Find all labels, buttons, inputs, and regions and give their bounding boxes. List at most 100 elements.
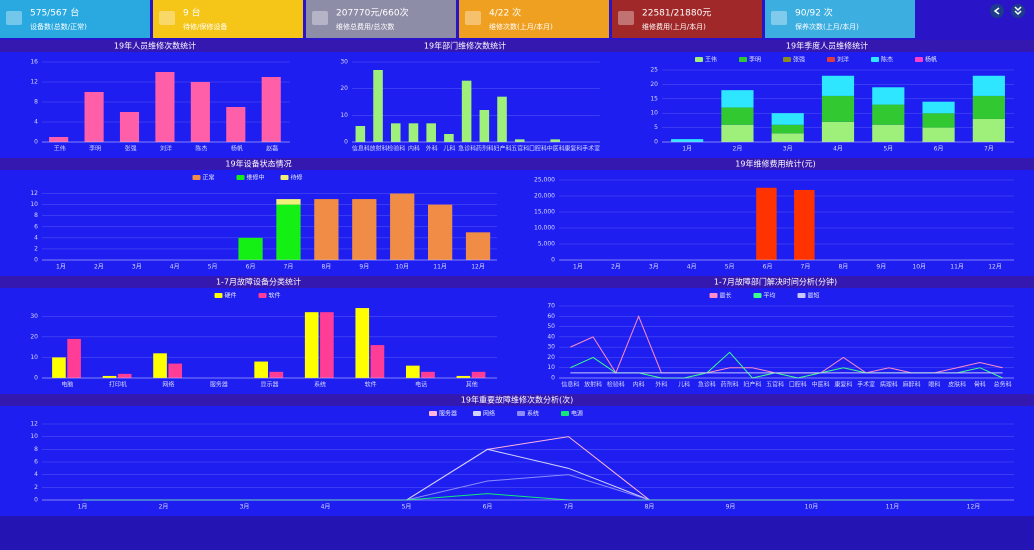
- bar: [514, 139, 525, 142]
- bar: [426, 123, 436, 142]
- bar-segment: [721, 90, 754, 108]
- bar: [471, 371, 486, 378]
- footer-band: [0, 516, 1034, 550]
- x-tick-label: 7月: [564, 504, 574, 511]
- bar: [261, 77, 281, 142]
- x-tick-label: 12月: [471, 264, 485, 271]
- x-tick-label: 5月: [402, 504, 412, 511]
- legend-label: 服务器: [439, 410, 457, 418]
- bar-segment: [721, 124, 754, 142]
- bar-segment: [771, 124, 804, 134]
- card-label: 维修次数(上月/本月): [489, 22, 553, 31]
- x-tick-label: 6月: [246, 264, 256, 271]
- chart-title: 19年设备状态情况: [225, 159, 291, 169]
- x-tick-label: 儿科: [678, 381, 690, 389]
- legend-swatch: [214, 293, 223, 298]
- x-tick-label: 放射科: [370, 145, 388, 153]
- bar-segment: [922, 101, 955, 114]
- x-tick-label: 5月: [725, 264, 735, 271]
- x-tick-label: 妇产科: [743, 381, 761, 389]
- bar: [269, 371, 284, 378]
- y-tick-label: 4: [34, 234, 38, 241]
- x-tick-label: 5月: [883, 146, 893, 153]
- legend-label: 电源: [571, 410, 583, 418]
- card-label: 待修/保修设备: [183, 22, 227, 31]
- x-tick-label: 11月: [886, 504, 900, 511]
- y-tick-label: 6: [34, 459, 38, 466]
- bar: [254, 361, 268, 378]
- y-tick-label: 5,000: [538, 241, 555, 248]
- legend-swatch: [695, 57, 703, 62]
- x-tick-label: 3月: [240, 504, 250, 511]
- card-value: 90/92 次: [795, 7, 833, 19]
- bar: [355, 126, 366, 142]
- x-tick-label: 皮肤科: [948, 381, 966, 389]
- y-tick-label: 0: [34, 375, 38, 382]
- y-tick-label: 8: [34, 212, 38, 219]
- y-tick-label: 0: [551, 257, 555, 264]
- x-tick-label: 电话: [415, 381, 427, 389]
- y-tick-label: 20,000: [534, 193, 555, 200]
- y-tick-label: 10: [30, 433, 38, 440]
- x-tick-label: 康复科: [564, 145, 582, 153]
- bar: [102, 375, 117, 378]
- legend-swatch: [827, 57, 835, 62]
- x-tick-label: 药剂科: [721, 381, 739, 389]
- card-value: 575/567 台: [30, 7, 79, 19]
- legend-label: 系统: [527, 410, 539, 418]
- x-tick-label: 系统: [314, 381, 326, 389]
- legend-label: 陈杰: [881, 56, 893, 64]
- legend-label: 平均: [764, 292, 776, 300]
- y-tick-label: 70: [547, 303, 555, 310]
- bar: [461, 80, 472, 142]
- bar-segment: [352, 199, 377, 260]
- y-tick-label: 10,000: [534, 225, 555, 232]
- bar: [168, 363, 183, 378]
- y-tick-label: 30: [340, 59, 348, 66]
- bar-segment: [671, 139, 704, 142]
- prev-button[interactable]: [990, 4, 1004, 18]
- x-tick-label: 网络: [162, 381, 174, 389]
- bar-segment: [922, 127, 955, 142]
- x-tick-label: 11月: [950, 264, 964, 271]
- legend-swatch: [192, 175, 201, 180]
- x-tick-label: 软件: [365, 381, 377, 389]
- y-tick-label: 20: [340, 85, 348, 92]
- chart-title: 19年维修费用统计(元): [735, 159, 815, 169]
- y-tick-label: 8: [34, 446, 38, 453]
- collapse-icon: [1014, 6, 1022, 16]
- y-tick-label: 30: [30, 313, 38, 320]
- chart-panel: [0, 406, 1034, 516]
- x-tick-label: 6月: [934, 146, 944, 153]
- bar: [84, 92, 104, 142]
- bar-segment: [276, 204, 301, 260]
- bar: [421, 371, 435, 378]
- legend-label: 网络: [483, 410, 495, 418]
- bar-segment: [972, 75, 1005, 96]
- title-strip: [0, 158, 517, 170]
- x-tick-label: 10月: [912, 264, 926, 271]
- x-tick-label: 其他: [466, 381, 478, 389]
- legend-swatch: [753, 293, 762, 298]
- x-tick-label: 11月: [433, 264, 447, 271]
- x-tick-label: 8月: [645, 504, 655, 511]
- x-tick-label: 7月: [801, 264, 811, 271]
- y-tick-label: 20: [650, 81, 658, 88]
- title-strip: [517, 158, 1034, 170]
- x-tick-label: 4月: [687, 264, 697, 271]
- y-tick-label: 6: [34, 223, 38, 230]
- bar: [756, 187, 777, 260]
- x-tick-label: 8月: [838, 264, 848, 271]
- x-tick-label: 骨科: [974, 381, 986, 389]
- chart-title: 19年部门维修次数统计: [424, 41, 506, 51]
- legend-label: 王伟: [705, 56, 717, 64]
- legend-label: 正常: [203, 174, 215, 182]
- y-tick-label: 0: [551, 375, 555, 382]
- bar-segment: [390, 193, 415, 260]
- x-tick-label: 10月: [805, 504, 819, 511]
- x-tick-label: 7月: [984, 146, 994, 153]
- legend-swatch: [236, 175, 245, 180]
- bar-segment: [721, 107, 754, 125]
- x-tick-label: 病理科: [880, 381, 898, 389]
- title-strip: [620, 40, 1034, 52]
